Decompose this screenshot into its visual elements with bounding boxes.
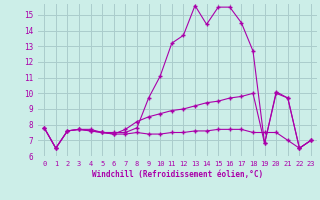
X-axis label: Windchill (Refroidissement éolien,°C): Windchill (Refroidissement éolien,°C)	[92, 170, 263, 179]
